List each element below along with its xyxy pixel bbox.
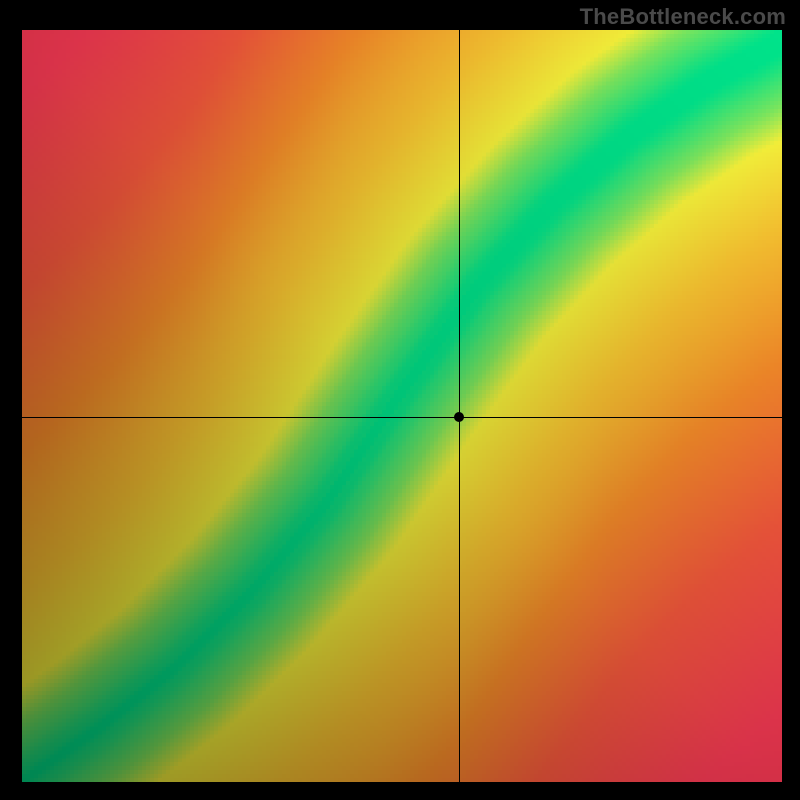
heatmap-plot [22,30,782,782]
heatmap-canvas [22,30,782,782]
watermark-text: TheBottleneck.com [580,4,786,30]
crosshair-horizontal [22,417,782,418]
crosshair-marker [454,412,464,422]
crosshair-vertical [459,30,460,782]
